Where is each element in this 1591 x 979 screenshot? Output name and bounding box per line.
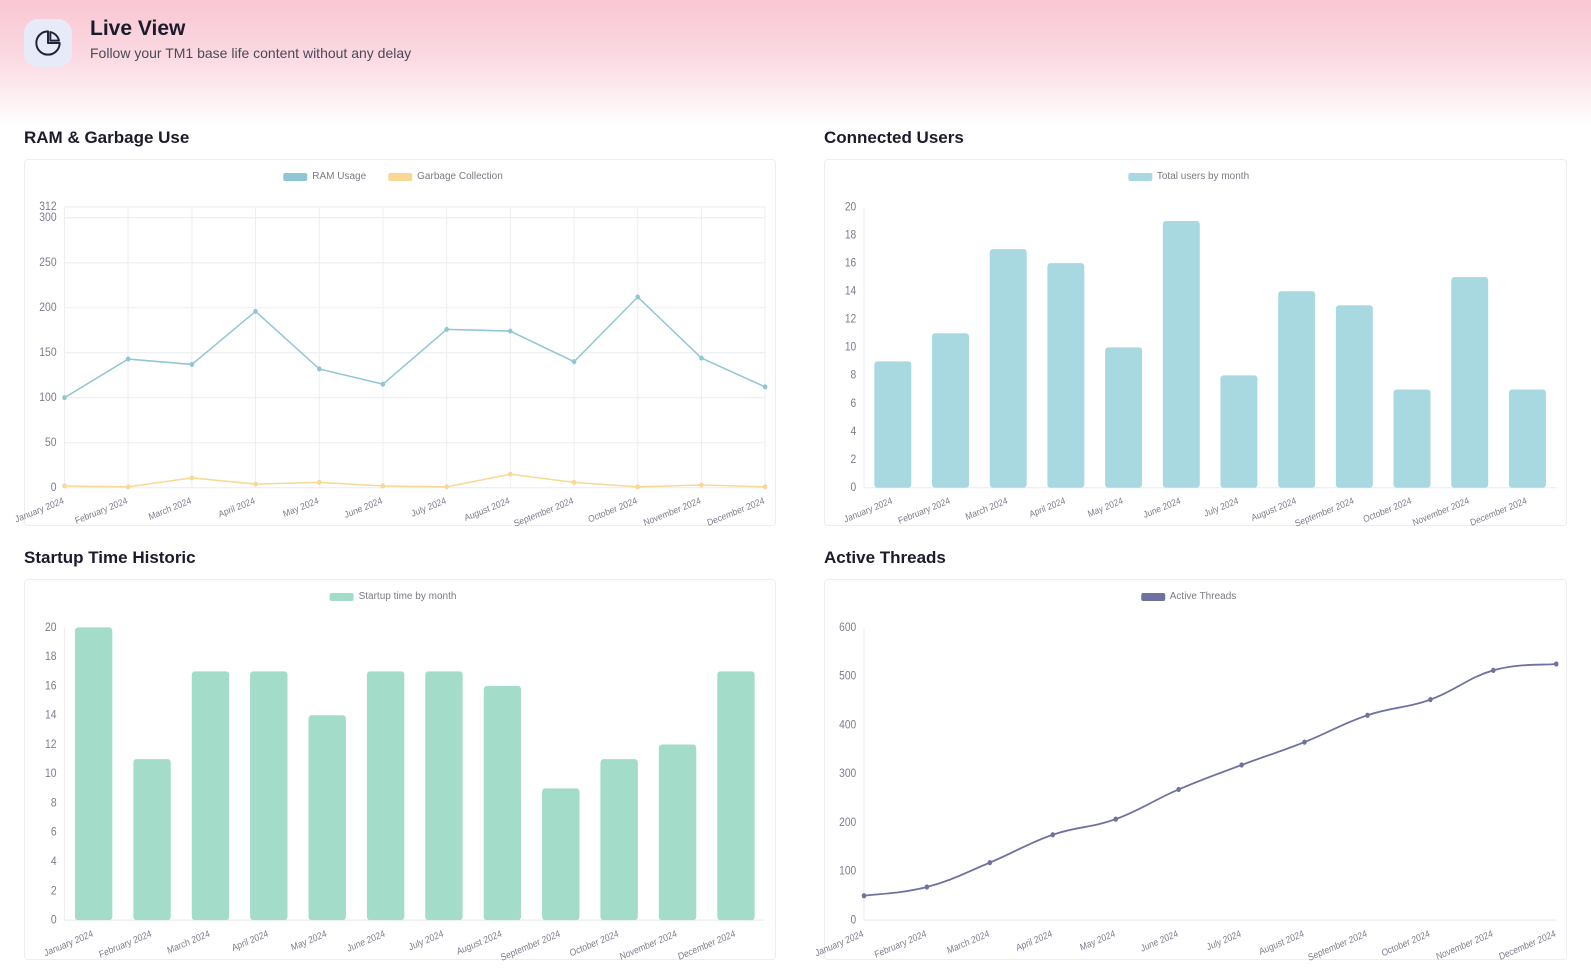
svg-text:December 2024: December 2024: [677, 928, 737, 962]
svg-text:14: 14: [45, 709, 57, 722]
svg-text:16: 16: [845, 257, 856, 270]
svg-text:April 2024: April 2024: [1028, 495, 1067, 519]
svg-text:150: 150: [39, 347, 56, 360]
svg-text:0: 0: [51, 482, 57, 495]
svg-text:February 2024: February 2024: [98, 928, 153, 960]
svg-text:100: 100: [39, 392, 56, 405]
svg-text:4: 4: [51, 855, 57, 868]
svg-text:18: 18: [45, 650, 57, 663]
svg-text:0: 0: [851, 914, 857, 927]
svg-text:April 2024: April 2024: [217, 495, 256, 519]
svg-text:June 2024: June 2024: [1139, 928, 1179, 954]
svg-text:January 2024: January 2024: [43, 928, 94, 958]
svg-text:May 2024: May 2024: [290, 928, 328, 953]
svg-text:8: 8: [51, 797, 57, 810]
svg-text:400: 400: [839, 719, 856, 732]
svg-text:4: 4: [851, 425, 857, 438]
svg-text:October 2024: October 2024: [1380, 928, 1431, 958]
svg-text:June 2024: June 2024: [343, 495, 383, 520]
svg-text:January 2024: January 2024: [14, 495, 66, 524]
svg-text:August 2024: August 2024: [1250, 495, 1297, 523]
svg-text:December 2024: December 2024: [1498, 928, 1557, 962]
svg-text:April 2024: April 2024: [230, 928, 269, 953]
svg-text:20: 20: [845, 201, 856, 214]
svg-text:8: 8: [851, 369, 857, 382]
svg-text:July 2024: July 2024: [407, 928, 444, 952]
svg-text:20: 20: [45, 621, 57, 634]
svg-text:0: 0: [51, 914, 57, 927]
svg-text:12: 12: [45, 738, 57, 751]
svg-text:March 2024: March 2024: [946, 928, 991, 956]
svg-text:June 2024: June 2024: [1142, 495, 1182, 520]
svg-text:August 2024: August 2024: [1258, 928, 1305, 957]
svg-text:November 2024: November 2024: [1411, 495, 1470, 528]
svg-text:September 2024: September 2024: [1294, 495, 1355, 529]
svg-text:October 2024: October 2024: [568, 928, 619, 958]
svg-text:500: 500: [839, 670, 856, 683]
svg-text:September 2024: September 2024: [499, 928, 561, 963]
svg-text:September 2024: September 2024: [513, 495, 575, 529]
svg-text:200: 200: [839, 816, 856, 829]
svg-text:May 2024: May 2024: [1079, 928, 1117, 953]
svg-text:16: 16: [45, 680, 57, 693]
svg-text:10: 10: [845, 341, 856, 354]
svg-text:November 2024: November 2024: [618, 928, 678, 962]
svg-text:May 2024: May 2024: [282, 495, 320, 519]
svg-text:May 2024: May 2024: [1086, 495, 1124, 519]
svg-text:600: 600: [839, 621, 856, 634]
svg-text:6: 6: [851, 397, 857, 410]
svg-text:January 2024: January 2024: [843, 495, 894, 524]
svg-text:June 2024: June 2024: [346, 928, 386, 954]
svg-text:November 2024: November 2024: [1435, 928, 1494, 962]
svg-text:July 2024: July 2024: [1205, 928, 1242, 952]
svg-text:6: 6: [51, 826, 57, 839]
svg-text:December 2024: December 2024: [706, 495, 766, 528]
svg-text:2: 2: [51, 885, 57, 898]
svg-text:November 2024: November 2024: [642, 495, 702, 528]
svg-text:April 2024: April 2024: [1015, 928, 1054, 953]
svg-text:October 2024: October 2024: [1362, 495, 1413, 524]
svg-text:August 2024: August 2024: [455, 928, 503, 957]
svg-text:February 2024: February 2024: [873, 928, 927, 960]
svg-text:March 2024: March 2024: [964, 495, 1009, 522]
svg-text:18: 18: [845, 229, 856, 242]
svg-text:October 2024: October 2024: [587, 495, 639, 524]
svg-text:300: 300: [839, 768, 856, 781]
svg-text:2: 2: [851, 453, 857, 466]
svg-text:August 2024: August 2024: [463, 495, 511, 523]
svg-text:14: 14: [845, 285, 856, 298]
svg-text:50: 50: [45, 437, 57, 450]
svg-text:312: 312: [39, 201, 56, 214]
svg-text:January 2024: January 2024: [814, 928, 865, 958]
svg-text:September 2024: September 2024: [1307, 928, 1368, 963]
svg-text:February 2024: February 2024: [897, 495, 951, 526]
svg-text:December 2024: December 2024: [1469, 495, 1528, 528]
svg-text:200: 200: [39, 302, 56, 315]
svg-text:0: 0: [851, 481, 857, 494]
svg-text:February 2024: February 2024: [74, 495, 129, 526]
svg-text:10: 10: [45, 768, 57, 781]
svg-text:July 2024: July 2024: [1203, 495, 1240, 519]
svg-text:July 2024: July 2024: [410, 495, 447, 519]
svg-text:100: 100: [839, 865, 856, 878]
svg-text:March 2024: March 2024: [147, 495, 192, 522]
svg-text:250: 250: [39, 257, 56, 270]
svg-text:12: 12: [845, 313, 856, 326]
svg-text:March 2024: March 2024: [166, 928, 211, 956]
